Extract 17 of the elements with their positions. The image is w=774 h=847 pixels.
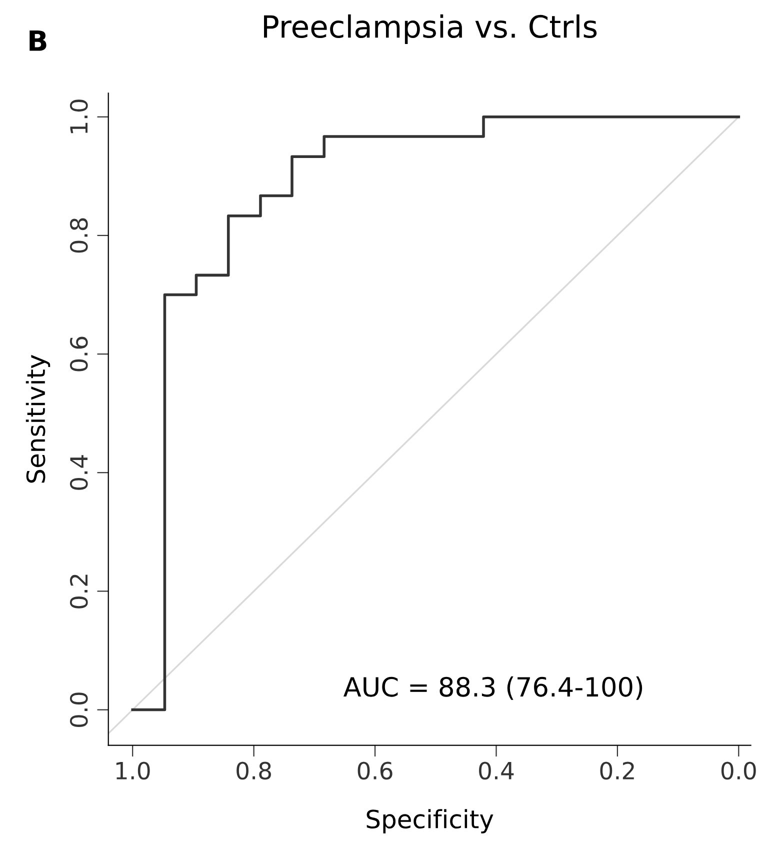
y-tick-label: 0.4	[70, 455, 88, 490]
y-tick-label: 0.0	[70, 692, 88, 728]
chart-title: Preeclampsia vs. Ctrls	[264, 14, 597, 44]
y-axis-title: Sensitivity	[26, 354, 50, 483]
x-tick-label: 0.8	[236, 762, 271, 780]
y-tick-label: 0.2	[70, 574, 88, 608]
x-tick-label: 0.2	[600, 762, 634, 780]
y-tick-label: 0.8	[70, 218, 88, 253]
annotation: AUC = 88.3 (76.4-100)	[343, 676, 642, 700]
y-tick-label: 0.6	[70, 336, 88, 372]
text: B	[30, 30, 46, 51]
y-tick-label: 1.0	[70, 100, 88, 134]
x-tick-label: 0.6	[358, 762, 392, 780]
x-tick-label: 1.0	[116, 762, 150, 780]
x-axis-title: Specificity	[366, 809, 494, 834]
x-tick-label: 0.0	[721, 762, 756, 780]
x-tick-label: 0.4	[479, 762, 514, 780]
